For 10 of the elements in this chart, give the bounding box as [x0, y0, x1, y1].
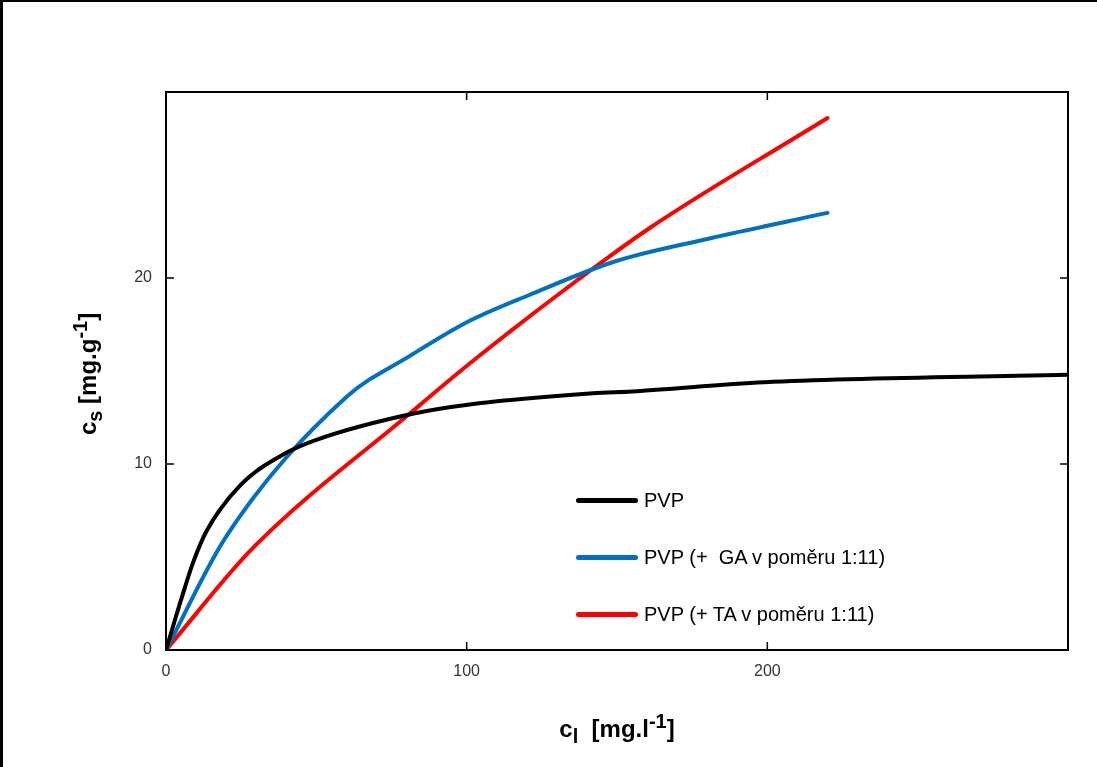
- legend-label: PVP: [644, 489, 685, 512]
- y-tick-label: 10: [134, 454, 153, 472]
- y-tick-label: 0: [143, 640, 153, 658]
- x-tick-label: 200: [753, 662, 781, 680]
- x-axis-title: c$_{l}$ [mg.l$^{-1}$]: [558, 710, 676, 748]
- legend-label: PVP (+ TA v poměru 1:11): [644, 603, 875, 626]
- legend-label: PVP (+ GA v poměru 1:11): [644, 546, 886, 569]
- x-tick-label: 0: [161, 662, 171, 680]
- y-tick-label: 20: [134, 268, 153, 286]
- x-tick-label: 100: [453, 662, 481, 680]
